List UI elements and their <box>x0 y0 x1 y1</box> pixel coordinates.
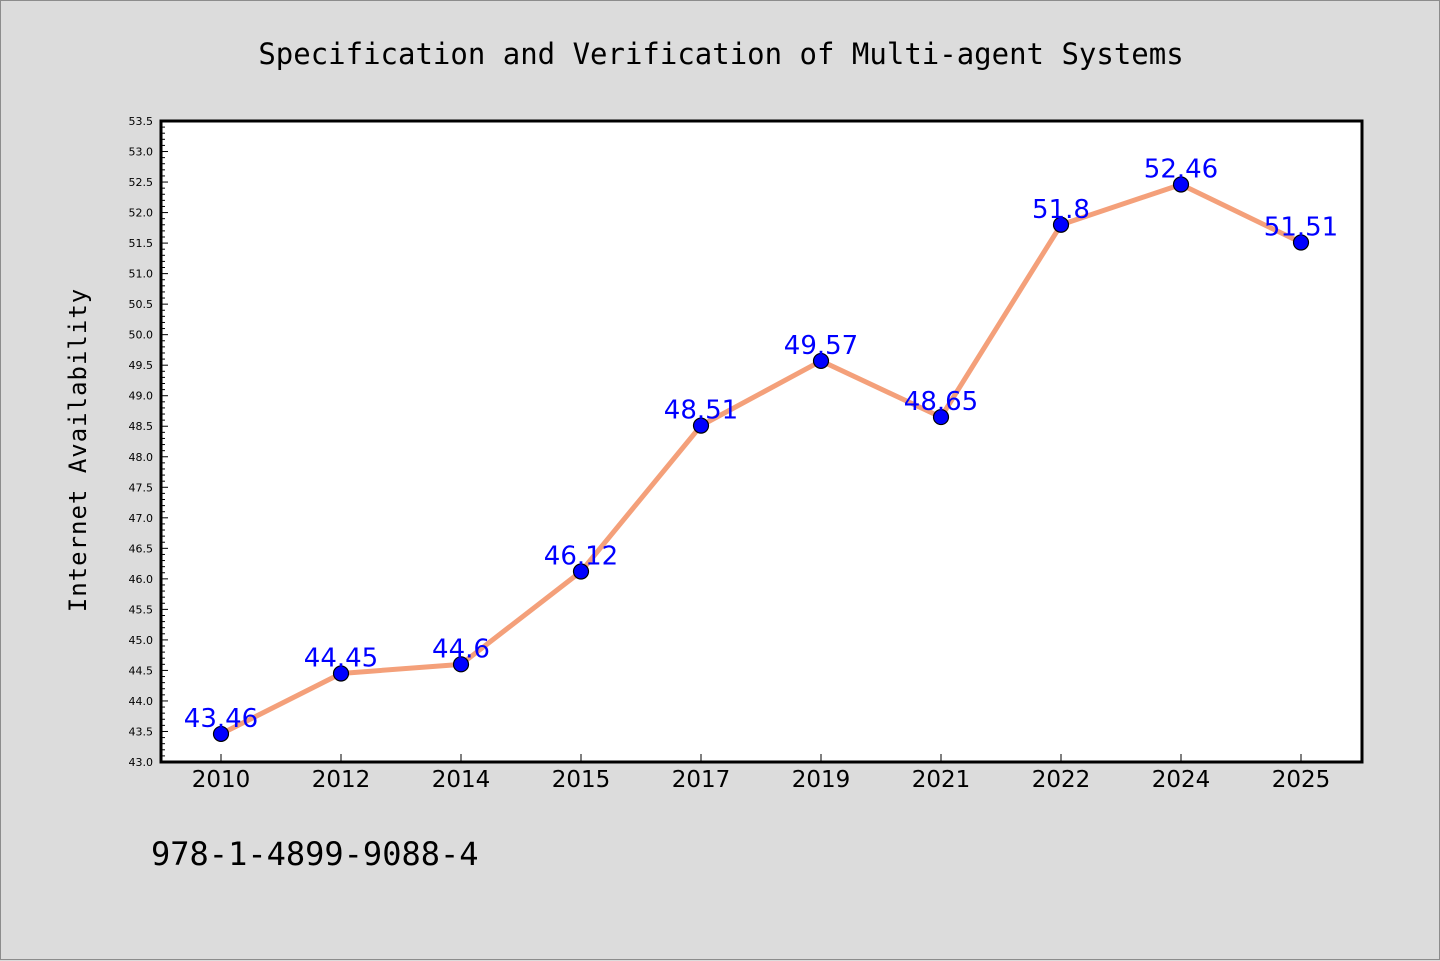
y-tick-label: 47.5 <box>129 481 154 494</box>
x-axis: 2010 2012 2014 2015 2017 2019 2021 2022 2024 2025 <box>192 754 1331 793</box>
y-tick-label: 49.0 <box>129 390 154 403</box>
data-label: 46.12 <box>544 542 618 572</box>
data-point <box>1052 216 1070 233</box>
data-label: 44.45 <box>304 643 378 673</box>
y-tick-label: 53.0 <box>129 146 154 159</box>
y-tick-label: 50.0 <box>129 329 154 342</box>
data-labels: 43.46 44.45 44.6 46.12 48.51 49.57 48.65 51.8 52… <box>184 154 1338 733</box>
data-point <box>572 563 590 580</box>
y-tick-label: 43.5 <box>129 725 154 738</box>
data-label: 51.51 <box>1264 212 1338 242</box>
y-axis-label: Internet Availability <box>64 288 92 612</box>
plot-area <box>159 119 1364 764</box>
x-tick-label: 2021 <box>912 767 971 793</box>
y-tick-label: 46.0 <box>129 573 154 586</box>
y-tick-label: 45.0 <box>129 634 154 647</box>
series-line <box>218 181 1304 737</box>
y-tick-label: 52.0 <box>129 207 154 220</box>
chart-title: Specification and Verification of Multi-… <box>258 37 1183 71</box>
x-tick-label: 2017 <box>672 767 731 793</box>
x-tick-label: 2024 <box>1152 767 1211 793</box>
y-tick-label: 47.0 <box>129 512 154 525</box>
data-point <box>932 408 950 426</box>
data-point <box>692 417 710 434</box>
data-label: 48.65 <box>904 387 978 417</box>
y-axis: 43.0 43.5 44.0 44.5 45.0 45.5 46.0 46.5 47.0 47.5… <box>129 115 168 769</box>
y-tick-label: 43.0 <box>129 756 154 769</box>
data-point <box>812 352 830 370</box>
x-tick-label: 2019 <box>792 767 851 793</box>
data-point <box>1292 234 1310 251</box>
y-tick-label: 45.5 <box>129 603 154 616</box>
x-tick-label: 2015 <box>552 767 611 793</box>
y-tick-label: 48.0 <box>129 451 154 464</box>
data-point <box>332 665 350 682</box>
x-tick-label: 2014 <box>432 767 491 793</box>
data-point <box>1172 176 1190 193</box>
y-tick-label: 46.5 <box>129 542 154 555</box>
x-tick-label: 2025 <box>1272 767 1331 793</box>
data-label: 48.51 <box>664 396 738 426</box>
data-label: 49.57 <box>784 331 858 361</box>
y-tick-label: 48.5 <box>129 420 154 433</box>
y-tick-label: 52.5 <box>129 176 154 189</box>
x-tick-label: 2022 <box>1032 767 1091 793</box>
y-tick-label: 51.0 <box>129 268 154 281</box>
y-tick-label: 50.5 <box>129 298 154 311</box>
y-tick-label: 49.5 <box>129 359 154 372</box>
y-tick-label: 53.5 <box>129 115 154 128</box>
data-label: 52.46 <box>1144 154 1218 184</box>
y-tick-label: 44.0 <box>129 695 154 708</box>
data-label: 44.6 <box>432 634 490 664</box>
x-tick-label: 2012 <box>312 767 371 793</box>
data-label: 51.8 <box>1032 195 1090 225</box>
data-point <box>212 725 230 743</box>
data-label: 43.46 <box>184 704 258 734</box>
y-tick-label: 51.5 <box>129 237 154 250</box>
data-point <box>452 656 470 673</box>
x-tick-label: 2010 <box>192 767 251 793</box>
series-markers <box>212 176 1310 743</box>
isbn-annotation: 978-1-4899-9088-4 <box>151 835 479 873</box>
y-tick-label: 44.5 <box>129 664 154 677</box>
